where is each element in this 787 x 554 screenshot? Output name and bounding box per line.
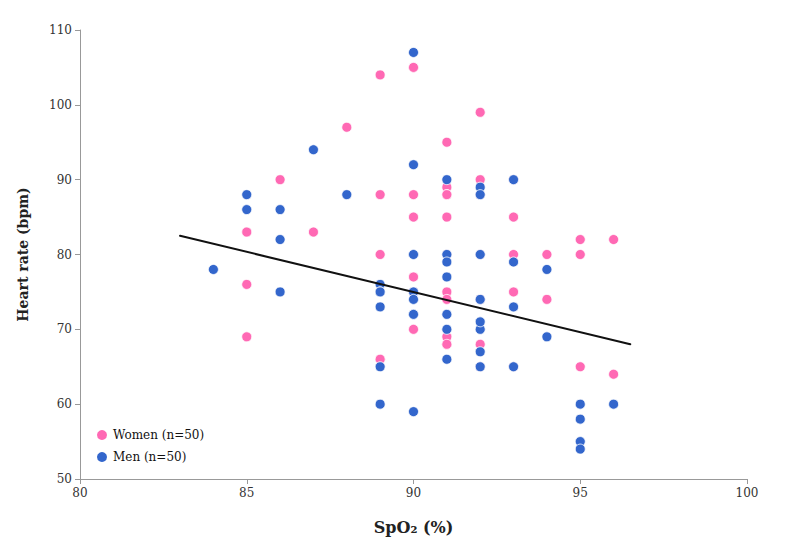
svg-text:90: 90 <box>57 173 72 187</box>
svg-text:100: 100 <box>49 98 72 112</box>
svg-text:Women (n=50): Women (n=50) <box>113 428 204 442</box>
svg-text:80: 80 <box>57 248 72 262</box>
svg-text:50: 50 <box>57 472 72 486</box>
svg-text:60: 60 <box>57 397 72 411</box>
svg-text:90: 90 <box>406 486 421 500</box>
svg-text:70: 70 <box>57 322 72 336</box>
svg-text:110: 110 <box>49 23 72 37</box>
svg-text:80: 80 <box>72 486 87 500</box>
svg-text:Heart rate (bpm): Heart rate (bpm) <box>15 187 31 321</box>
svg-text:SpO₂ (%): SpO₂ (%) <box>374 518 454 537</box>
svg-text:95: 95 <box>573 486 588 500</box>
svg-text:100: 100 <box>736 486 759 500</box>
svg-text:Men (n=50): Men (n=50) <box>113 450 186 464</box>
svg-text:85: 85 <box>239 486 254 500</box>
